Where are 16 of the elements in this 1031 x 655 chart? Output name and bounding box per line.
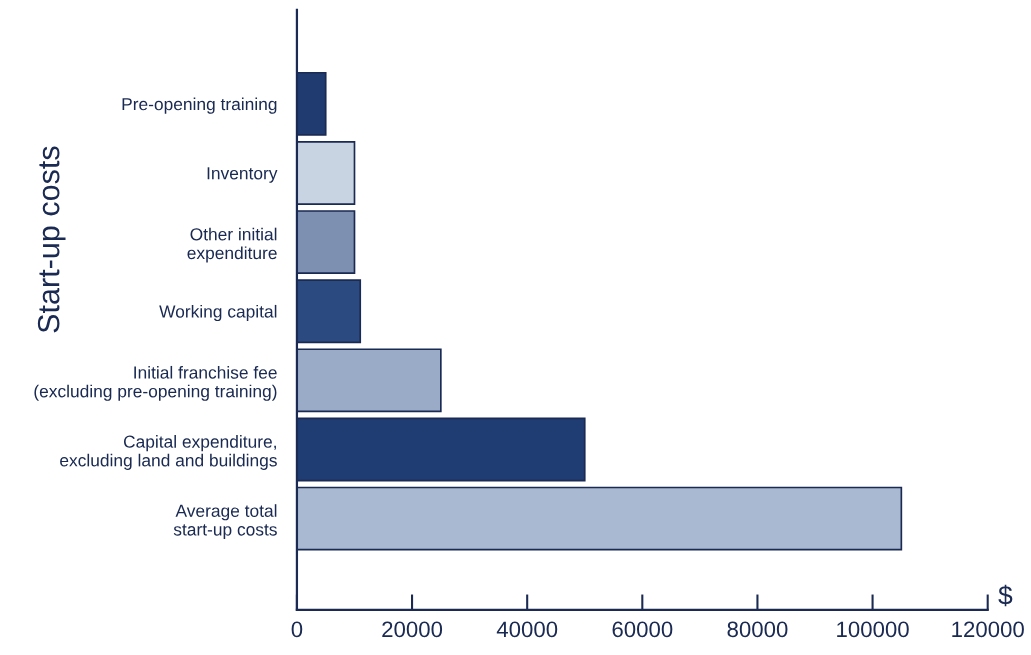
x-tick-label: 0	[291, 621, 303, 638]
y-tick-label: Initial franchise fee (excluding pre-opening training)	[34, 365, 277, 401]
y-tick-label: Pre-opening training	[122, 97, 277, 114]
x-tick-label: 100000	[837, 621, 909, 638]
x-tick-label: 80000	[727, 621, 788, 638]
y-tick-label: Capital expenditure, excluding land and buildings	[60, 435, 277, 470]
y-axis-title: Start-up costs	[37, 146, 66, 333]
x-tick-label: 20000	[382, 621, 443, 638]
y-tick-label: Working capital	[159, 304, 277, 322]
x-tick-label: 60000	[612, 621, 673, 638]
y-tick-label: Inventory	[207, 167, 278, 183]
y-tick-label: Average total start-up costs	[173, 504, 277, 540]
x-tick-label: 120000	[952, 621, 1024, 638]
x-tick-label: 40000	[496, 621, 558, 638]
y-tick-label: Other initial expenditure	[187, 227, 277, 263]
x-axis-title: $	[998, 584, 1013, 607]
